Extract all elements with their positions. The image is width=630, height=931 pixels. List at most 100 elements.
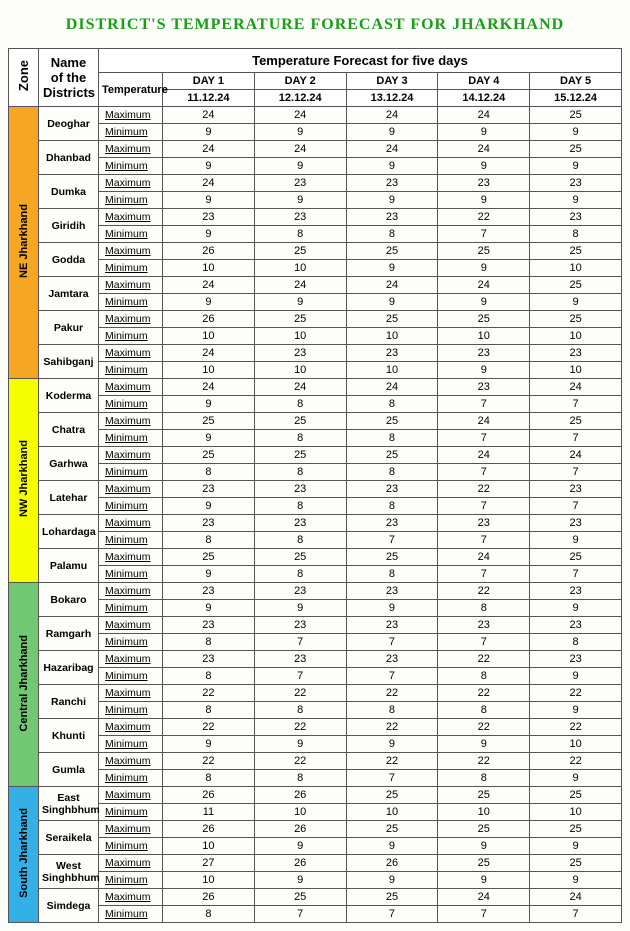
value-cell: 23 — [530, 481, 622, 498]
value-cell: 9 — [163, 600, 255, 617]
value-cell: 23 — [254, 583, 346, 600]
value-cell: 10 — [254, 362, 346, 379]
value-cell: 24 — [438, 107, 530, 124]
district-cell: Garhwa — [39, 447, 99, 481]
value-cell: 8 — [346, 498, 438, 515]
day-header: DAY 5 — [530, 73, 622, 90]
value-cell: 9 — [346, 260, 438, 277]
value-cell: 26 — [163, 787, 255, 804]
table-row: GoddaMaximum2625252525 — [9, 243, 622, 260]
district-cell: Pakur — [39, 311, 99, 345]
value-cell: 9 — [530, 872, 622, 889]
value-cell: 22 — [530, 685, 622, 702]
min-label: Minimum — [99, 158, 163, 175]
value-cell: 7 — [346, 770, 438, 787]
value-cell: 23 — [163, 209, 255, 226]
table-row: Minimum98877 — [9, 498, 622, 515]
value-cell: 8 — [438, 702, 530, 719]
value-cell: 23 — [254, 617, 346, 634]
value-cell: 10 — [530, 736, 622, 753]
table-row: GumlaMaximum2222222222 — [9, 753, 622, 770]
min-label: Minimum — [99, 294, 163, 311]
value-cell: 25 — [530, 107, 622, 124]
value-cell: 9 — [530, 294, 622, 311]
value-cell: 8 — [530, 226, 622, 243]
value-cell: 8 — [254, 396, 346, 413]
value-cell: 23 — [346, 651, 438, 668]
value-cell: 8 — [254, 464, 346, 481]
value-cell: 25 — [530, 855, 622, 872]
value-cell: 8 — [254, 566, 346, 583]
value-cell: 8 — [254, 498, 346, 515]
value-cell: 9 — [254, 736, 346, 753]
max-label: Maximum — [99, 379, 163, 396]
table-row: Minimum98878 — [9, 226, 622, 243]
min-label: Minimum — [99, 838, 163, 855]
table-row: KhuntiMaximum2222222222 — [9, 719, 622, 736]
min-label: Minimum — [99, 226, 163, 243]
value-cell: 9 — [254, 838, 346, 855]
value-cell: 9 — [530, 124, 622, 141]
value-cell: 23 — [530, 651, 622, 668]
value-cell: 26 — [346, 855, 438, 872]
value-cell: 22 — [438, 651, 530, 668]
value-cell: 25 — [254, 549, 346, 566]
day-header: DAY 3 — [346, 73, 438, 90]
value-cell: 27 — [163, 855, 255, 872]
table-row: Minimum88789 — [9, 770, 622, 787]
district-cell: West Singhbhum — [39, 855, 99, 889]
value-cell: 23 — [254, 481, 346, 498]
value-cell: 25 — [254, 243, 346, 260]
zone-cell: NW Jharkhand — [9, 379, 39, 583]
value-cell: 7 — [438, 634, 530, 651]
table-row: West SinghbhumMaximum2726262525 — [9, 855, 622, 872]
min-label: Minimum — [99, 328, 163, 345]
value-cell: 24 — [346, 107, 438, 124]
value-cell: 23 — [254, 515, 346, 532]
value-cell: 8 — [163, 532, 255, 549]
value-cell: 8 — [438, 770, 530, 787]
table-row: RamgarhMaximum2323232323 — [9, 617, 622, 634]
table-body: NE JharkhandDeogharMaximum2424242425Mini… — [9, 107, 622, 923]
value-cell: 7 — [438, 430, 530, 447]
value-cell: 10 — [254, 260, 346, 277]
value-cell: 24 — [254, 107, 346, 124]
value-cell: 24 — [163, 141, 255, 158]
value-cell: 9 — [530, 532, 622, 549]
value-cell: 24 — [346, 277, 438, 294]
max-label: Maximum — [99, 821, 163, 838]
value-cell: 25 — [346, 889, 438, 906]
district-cell: Chatra — [39, 413, 99, 447]
value-cell: 24 — [163, 345, 255, 362]
table-row: Minimum87789 — [9, 668, 622, 685]
value-cell: 7 — [438, 532, 530, 549]
value-cell: 9 — [346, 158, 438, 175]
value-cell: 8 — [254, 430, 346, 447]
value-cell: 25 — [254, 413, 346, 430]
value-cell: 23 — [254, 345, 346, 362]
value-cell: 23 — [254, 209, 346, 226]
value-cell: 8 — [163, 906, 255, 923]
table-row: Minimum88877 — [9, 464, 622, 481]
max-label: Maximum — [99, 617, 163, 634]
value-cell: 24 — [163, 379, 255, 396]
max-label: Maximum — [99, 413, 163, 430]
value-cell: 22 — [438, 583, 530, 600]
value-cell: 22 — [438, 481, 530, 498]
table-row: LateharMaximum2323232223 — [9, 481, 622, 498]
min-label: Minimum — [99, 736, 163, 753]
value-cell: 7 — [530, 464, 622, 481]
value-cell: 23 — [346, 209, 438, 226]
value-cell: 7 — [254, 906, 346, 923]
value-cell: 22 — [346, 753, 438, 770]
value-cell: 25 — [346, 311, 438, 328]
value-cell: 23 — [163, 583, 255, 600]
value-cell: 10 — [163, 260, 255, 277]
value-cell: 22 — [254, 753, 346, 770]
value-cell: 10 — [530, 260, 622, 277]
value-cell: 24 — [254, 141, 346, 158]
max-label: Maximum — [99, 107, 163, 124]
value-cell: 24 — [438, 549, 530, 566]
value-cell: 24 — [346, 141, 438, 158]
table-row: GiridihMaximum2323232223 — [9, 209, 622, 226]
